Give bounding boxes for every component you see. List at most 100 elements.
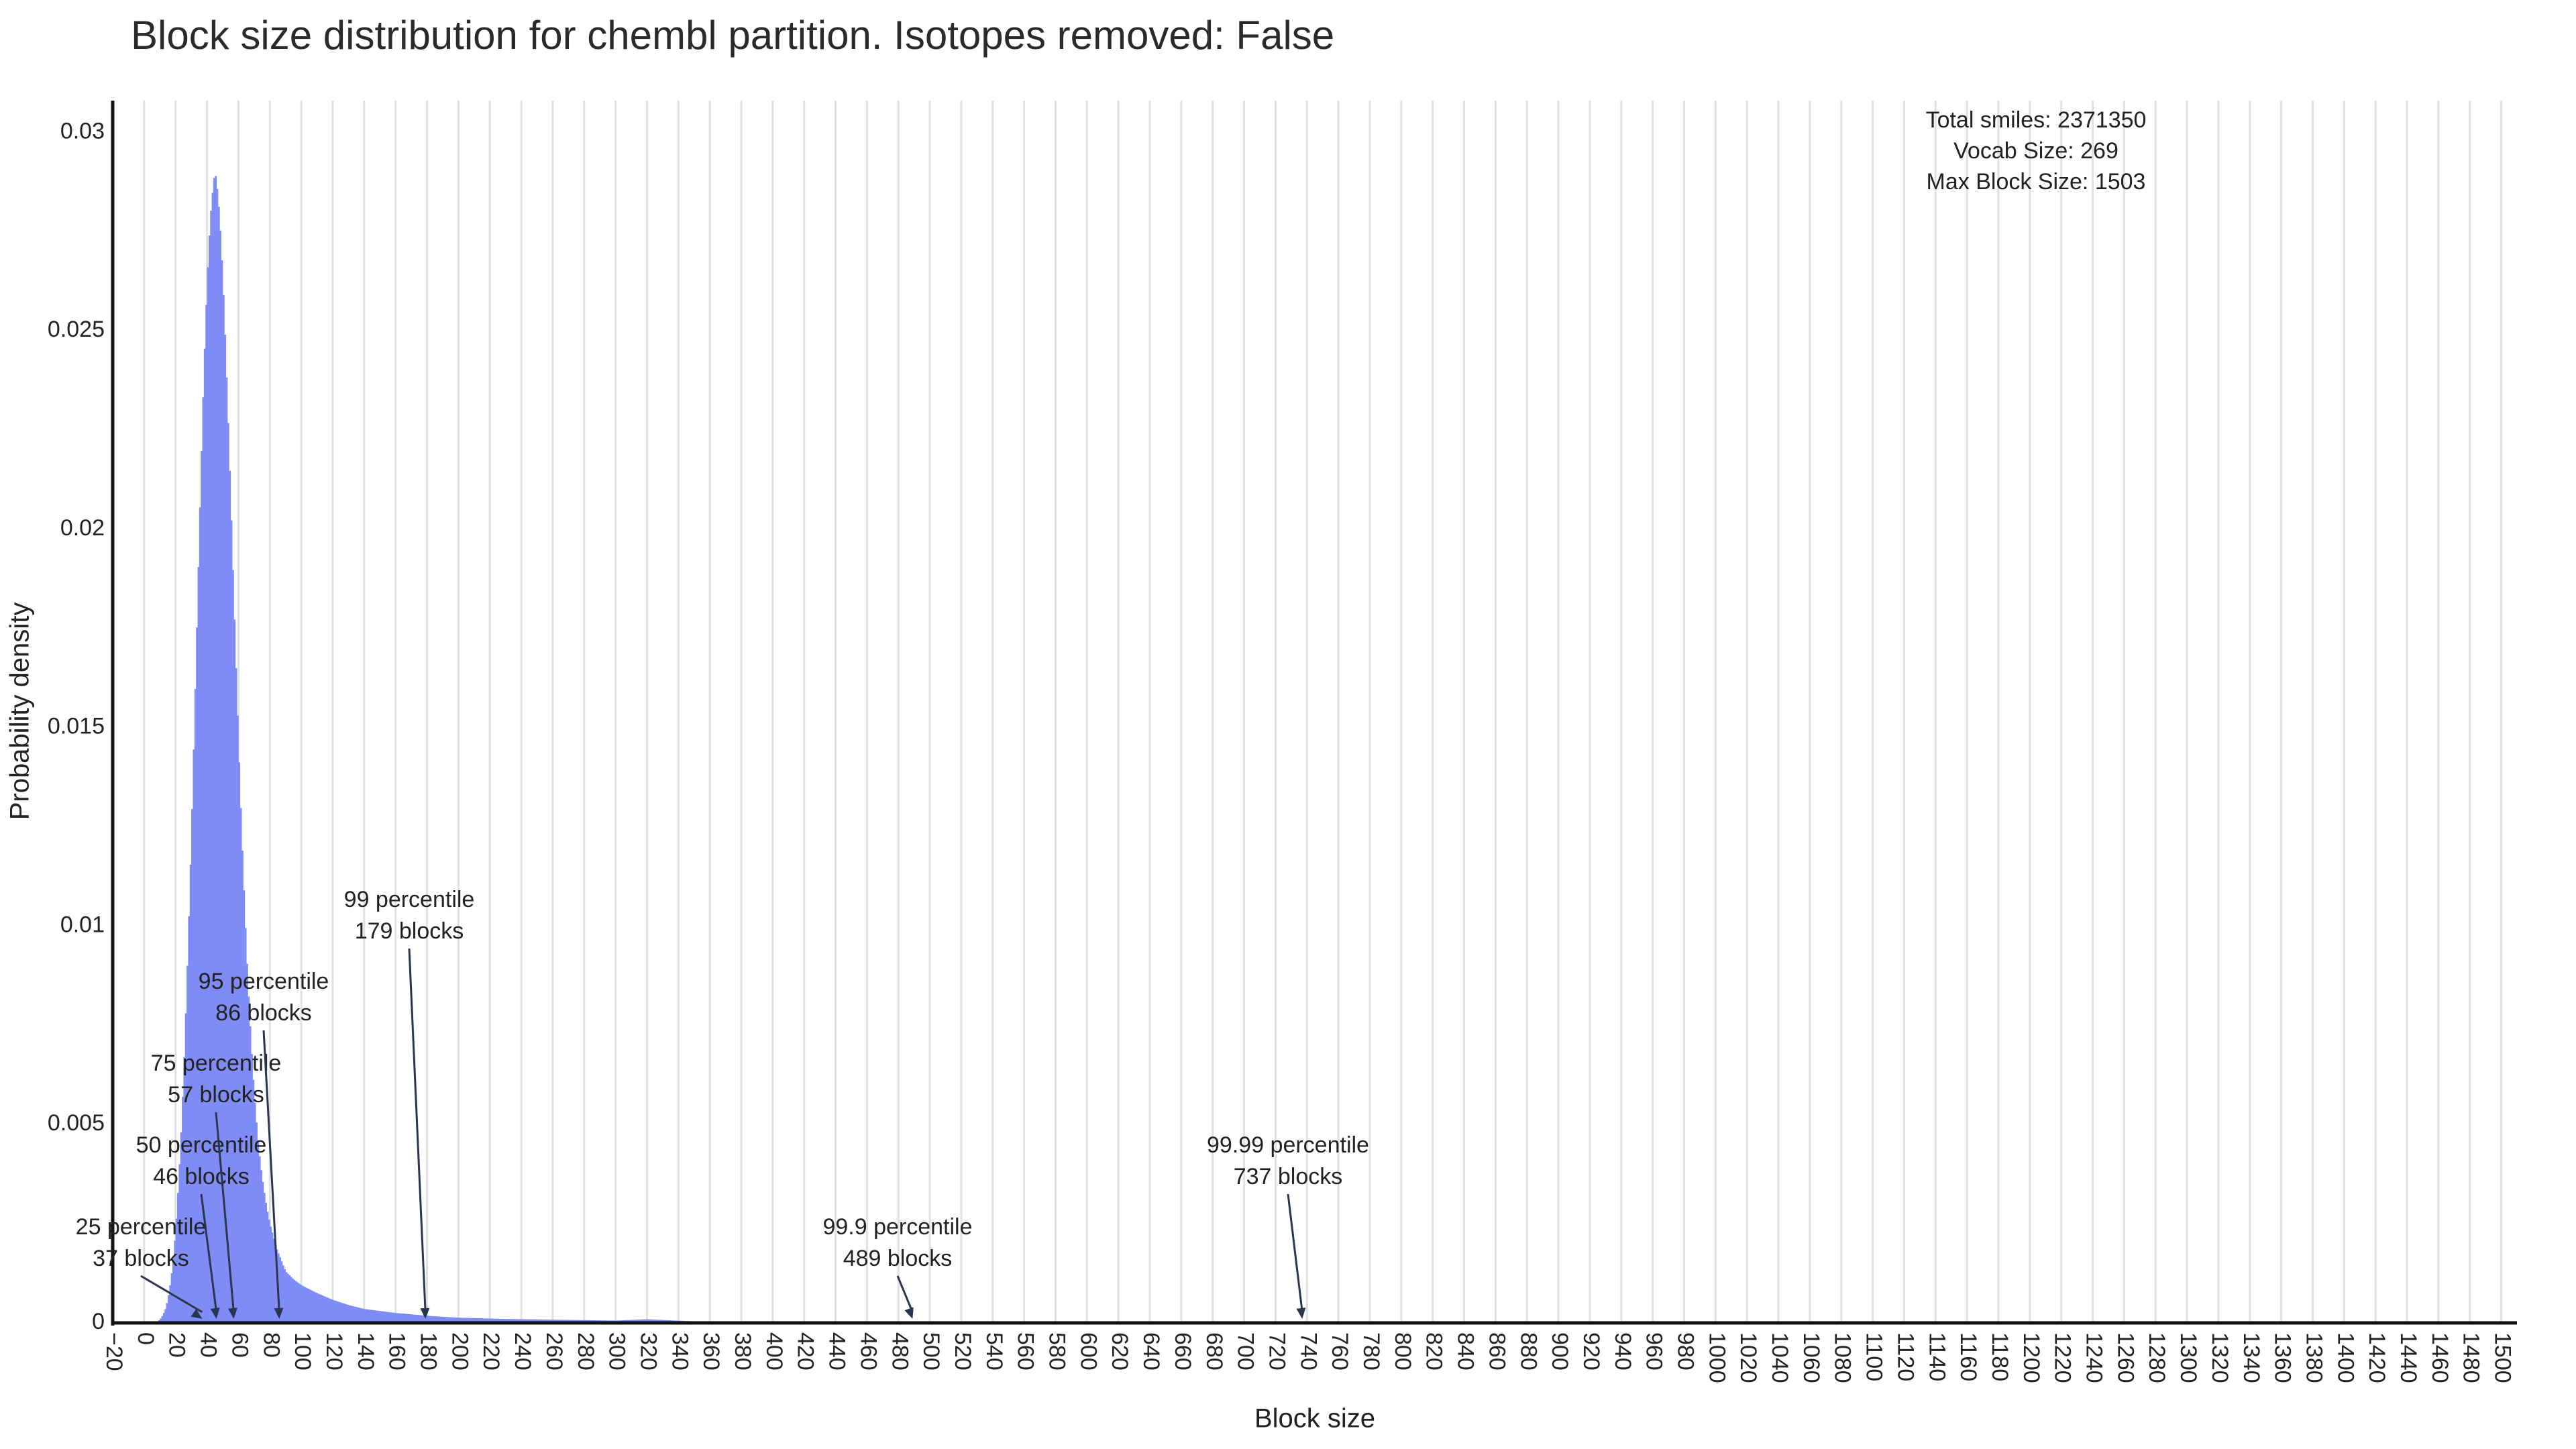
x-tick-label: 860 xyxy=(1484,1332,1509,1371)
histogram-bar xyxy=(233,619,236,1323)
histogram-bar xyxy=(299,1284,302,1323)
histogram-bar xyxy=(449,1317,451,1323)
x-tick-label: 320 xyxy=(635,1332,661,1371)
histogram-bar xyxy=(535,1319,537,1323)
histogram-bar xyxy=(244,928,247,1323)
x-tick-label: 920 xyxy=(1578,1332,1604,1371)
histogram-bar xyxy=(325,1297,327,1323)
histogram-bar xyxy=(280,1261,283,1323)
histogram-bar xyxy=(486,1318,489,1323)
x-tick-label: 120 xyxy=(321,1332,347,1371)
histogram-bar xyxy=(364,1309,366,1323)
histogram-bar xyxy=(381,1311,384,1323)
x-tick-label: 20 xyxy=(164,1332,190,1358)
x-tick-label: 1280 xyxy=(2144,1332,2169,1383)
histogram-bar xyxy=(372,1309,374,1323)
histogram-bar xyxy=(474,1318,476,1323)
histogram-bar xyxy=(184,1013,187,1323)
histogram-bar xyxy=(430,1316,432,1323)
histogram-bar xyxy=(457,1318,459,1323)
histogram-bar xyxy=(243,890,246,1323)
histogram-bar xyxy=(309,1289,311,1323)
histogram-bar xyxy=(488,1318,490,1323)
histogram-bar xyxy=(370,1309,372,1323)
annotation-arrowhead xyxy=(904,1307,914,1319)
histogram-bar xyxy=(229,470,231,1324)
annotation-arrow xyxy=(215,1112,235,1313)
x-tick-label: 820 xyxy=(1421,1332,1447,1371)
percentile-annotations: 25 percentile 37 blocks 50 percentile 46 bl… xyxy=(76,887,1369,1319)
histogram-bar xyxy=(437,1316,440,1323)
histogram-bar xyxy=(398,1313,401,1323)
histogram-bar xyxy=(166,1303,168,1323)
y-tick-label: 0.01 xyxy=(60,912,105,937)
histogram-bar xyxy=(345,1304,347,1323)
histogram-bar xyxy=(248,996,250,1323)
histogram-bar xyxy=(352,1305,354,1323)
x-tick-label: −20 xyxy=(101,1332,127,1371)
histogram-bar xyxy=(271,1232,274,1323)
histogram-bar xyxy=(210,211,212,1323)
histogram-bar xyxy=(230,520,233,1324)
y-tick-label: 0.03 xyxy=(60,118,105,144)
histogram-bar xyxy=(382,1311,385,1323)
histogram-bar xyxy=(175,1218,178,1323)
x-tick-label: 360 xyxy=(698,1332,724,1371)
x-tick-label: 1360 xyxy=(2270,1332,2296,1383)
histogram-bar xyxy=(464,1318,467,1323)
histogram-bar xyxy=(518,1319,521,1323)
histogram-bar xyxy=(540,1319,542,1323)
x-tick-label: 340 xyxy=(667,1332,692,1371)
x-tick-label: 880 xyxy=(1515,1332,1541,1371)
x-tick-label: 800 xyxy=(1390,1332,1415,1371)
histogram-bar xyxy=(260,1170,262,1323)
x-tick-label: 1100 xyxy=(1862,1332,1887,1381)
x-tick-label: 1000 xyxy=(1704,1332,1729,1383)
histogram-bar xyxy=(504,1319,506,1323)
histogram-bar xyxy=(178,1164,181,1323)
x-tick-label: 400 xyxy=(761,1332,787,1371)
x-tick-label: 980 xyxy=(1672,1332,1698,1371)
histogram-bar xyxy=(458,1318,461,1323)
x-tick-label: 1500 xyxy=(2490,1332,2516,1383)
histogram-bar xyxy=(306,1287,308,1323)
histogram-bar xyxy=(215,176,217,1323)
histogram-bar xyxy=(343,1303,346,1323)
histogram-bar xyxy=(442,1316,445,1323)
histogram-bar xyxy=(408,1313,411,1323)
annotation-arrow xyxy=(408,948,427,1313)
histogram-bar xyxy=(203,348,206,1323)
histogram-bar xyxy=(323,1296,325,1323)
histogram-bar xyxy=(342,1303,344,1323)
info-line: Total smiles: 2371350 xyxy=(1926,107,2147,133)
histogram-bar xyxy=(199,507,201,1323)
histogram-bar xyxy=(237,715,239,1323)
annotation-value: 46 blocks xyxy=(153,1164,250,1189)
x-tick-label: 1480 xyxy=(2459,1332,2484,1383)
histogram-bar xyxy=(402,1313,404,1323)
histogram-bar xyxy=(405,1313,407,1323)
histogram-bar xyxy=(469,1318,472,1323)
histogram-bar xyxy=(182,1096,184,1323)
x-tick-label: 1200 xyxy=(2019,1332,2044,1383)
x-tick-label: 700 xyxy=(1233,1332,1258,1371)
histogram-bar xyxy=(183,1057,186,1323)
histogram-bar xyxy=(180,1132,182,1323)
histogram-bar xyxy=(297,1282,299,1323)
histogram-bar xyxy=(435,1316,437,1323)
histogram-bar xyxy=(197,567,200,1323)
histogram-bar xyxy=(246,963,248,1323)
histogram-bar xyxy=(447,1317,449,1323)
annotation-value: 737 blocks xyxy=(1234,1164,1343,1189)
histogram-bar xyxy=(531,1319,533,1323)
histogram-bar xyxy=(494,1318,496,1323)
x-tick-label: 0 xyxy=(133,1332,158,1345)
x-tick-label: 520 xyxy=(950,1332,975,1371)
x-tick-label: 200 xyxy=(447,1332,472,1371)
annotation-title: 99.9 percentile xyxy=(822,1214,972,1240)
histogram-bar xyxy=(641,1319,643,1323)
histogram-bar xyxy=(201,451,203,1324)
x-tick-label: 760 xyxy=(1327,1332,1352,1371)
histogram-bar xyxy=(384,1311,386,1323)
